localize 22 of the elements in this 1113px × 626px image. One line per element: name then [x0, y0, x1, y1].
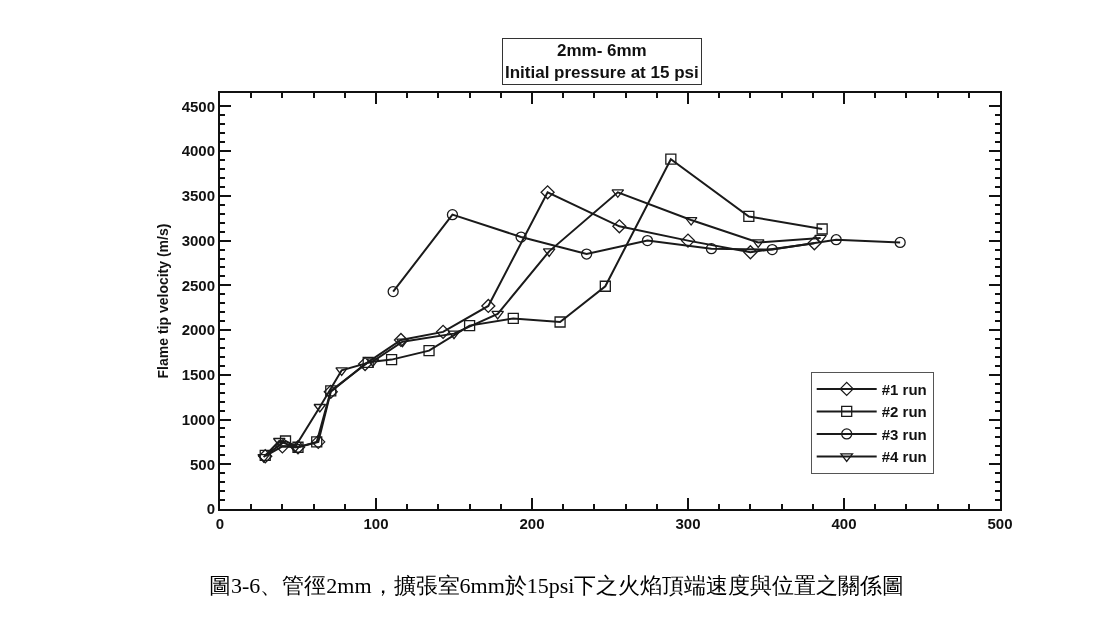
y-tick-label: 4500: [181, 97, 215, 115]
y-tick-label: 1000: [181, 410, 215, 428]
legend-label: #2 run: [881, 403, 927, 421]
y-tick-label: 1500: [181, 366, 215, 384]
y-tick-label: 2500: [181, 276, 215, 294]
y-tick-label: 3500: [181, 187, 215, 205]
caption: 圖3-6、管徑2mm，擴張室6mm於15psi下之火焰頂端速度與位置之關係圖: [209, 573, 905, 598]
y-tick-label: 2000: [181, 321, 215, 339]
legend-label: #4 run: [881, 448, 927, 466]
x-tick-label: 300: [675, 515, 701, 532]
legend-label: #1 run: [881, 380, 927, 398]
chart-title: 2mm- 6mm Initial pressure at 15 psi: [505, 41, 699, 83]
x-tick-label: 100: [363, 515, 389, 532]
legend-label: #3 run: [881, 425, 927, 443]
x-tick-label: 200: [519, 515, 545, 532]
y-tick-label: 3000: [181, 231, 215, 249]
x-tick-label: 500: [987, 515, 1013, 532]
y-tick-label: 4000: [181, 142, 215, 160]
x-tick-label: 400: [831, 515, 857, 532]
y-axis-title: Flame tip velocity (m/s): [154, 223, 171, 379]
y-tick-label: 0: [206, 500, 215, 518]
y-tick-label: 500: [189, 455, 215, 473]
